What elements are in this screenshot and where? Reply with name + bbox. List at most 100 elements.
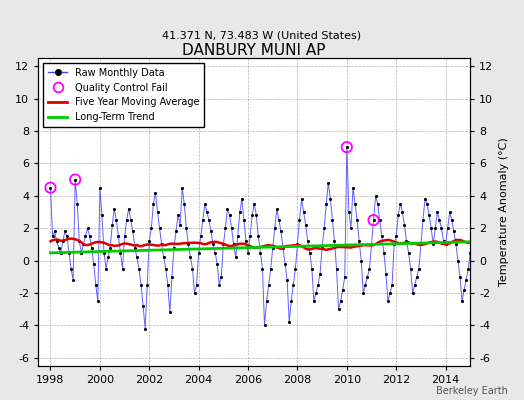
Point <box>275 217 283 223</box>
Point <box>219 241 227 248</box>
Point <box>154 209 162 215</box>
Point <box>359 290 367 296</box>
Point <box>46 184 54 191</box>
Point <box>314 282 322 288</box>
Point <box>330 238 339 244</box>
Point <box>394 212 402 218</box>
Point <box>256 249 265 256</box>
Point <box>421 196 429 202</box>
Point <box>196 233 205 240</box>
Point <box>85 233 94 240</box>
Point <box>258 266 267 272</box>
Point <box>139 303 147 309</box>
Point <box>225 212 234 218</box>
Point <box>318 244 326 251</box>
Point <box>390 241 398 248</box>
Point <box>263 298 271 304</box>
Point <box>123 217 131 223</box>
Point <box>83 225 92 231</box>
Point <box>63 233 71 240</box>
Point <box>450 228 458 235</box>
Point <box>320 225 329 231</box>
Point <box>184 241 192 248</box>
Point <box>217 274 225 280</box>
Point <box>147 225 156 231</box>
Point <box>365 266 374 272</box>
Point <box>351 201 359 207</box>
Point <box>439 238 447 244</box>
Point <box>419 217 427 223</box>
Point <box>303 238 312 244</box>
Point <box>46 184 54 191</box>
Point <box>400 222 409 228</box>
Point <box>116 249 125 256</box>
Point <box>163 282 172 288</box>
Point <box>174 212 182 218</box>
Point <box>328 217 336 223</box>
Point <box>77 249 85 256</box>
Point <box>108 222 116 228</box>
Point <box>272 206 281 212</box>
Point <box>118 266 127 272</box>
Point <box>223 206 232 212</box>
Point <box>52 238 61 244</box>
Point <box>188 266 196 272</box>
Point <box>361 282 369 288</box>
Point <box>90 261 98 267</box>
Point <box>456 274 464 280</box>
Point <box>227 225 236 231</box>
Point <box>396 201 405 207</box>
Point <box>205 217 213 223</box>
Point <box>215 282 223 288</box>
Point <box>141 326 149 332</box>
Point <box>305 249 314 256</box>
Point <box>316 270 324 277</box>
Point <box>161 266 170 272</box>
Point <box>182 225 191 231</box>
Point <box>410 282 419 288</box>
Point <box>458 298 466 304</box>
Point <box>234 233 242 240</box>
Text: Berkeley Earth: Berkeley Earth <box>436 386 508 396</box>
Point <box>50 228 59 235</box>
Point <box>88 244 96 251</box>
Point <box>363 274 372 280</box>
Point <box>252 212 260 218</box>
Point <box>250 201 258 207</box>
Point <box>355 238 363 244</box>
Point <box>112 217 121 223</box>
Point <box>254 233 263 240</box>
Point <box>106 244 114 251</box>
Point <box>289 282 298 288</box>
Point <box>244 249 252 256</box>
Point <box>176 222 184 228</box>
Point <box>293 241 302 248</box>
Point <box>236 209 244 215</box>
Point <box>349 184 357 191</box>
Point <box>207 228 215 235</box>
Point <box>425 212 433 218</box>
Point <box>238 196 246 202</box>
Point <box>156 225 164 231</box>
Point <box>381 270 390 277</box>
Point <box>324 180 333 186</box>
Point <box>159 254 168 260</box>
Point <box>322 201 331 207</box>
Point <box>336 298 345 304</box>
Point <box>466 249 475 256</box>
Point <box>285 319 293 326</box>
Point <box>460 286 468 293</box>
Point <box>100 249 108 256</box>
Point <box>347 225 355 231</box>
Point <box>372 192 380 199</box>
Point <box>130 244 139 251</box>
Point <box>232 254 240 260</box>
Y-axis label: Temperature Anomaly (°C): Temperature Anomaly (°C) <box>499 138 509 286</box>
Point <box>102 266 110 272</box>
Point <box>199 217 207 223</box>
Point <box>248 212 256 218</box>
Point <box>388 282 396 288</box>
Point <box>125 206 133 212</box>
Point <box>246 233 254 240</box>
Point <box>405 249 413 256</box>
